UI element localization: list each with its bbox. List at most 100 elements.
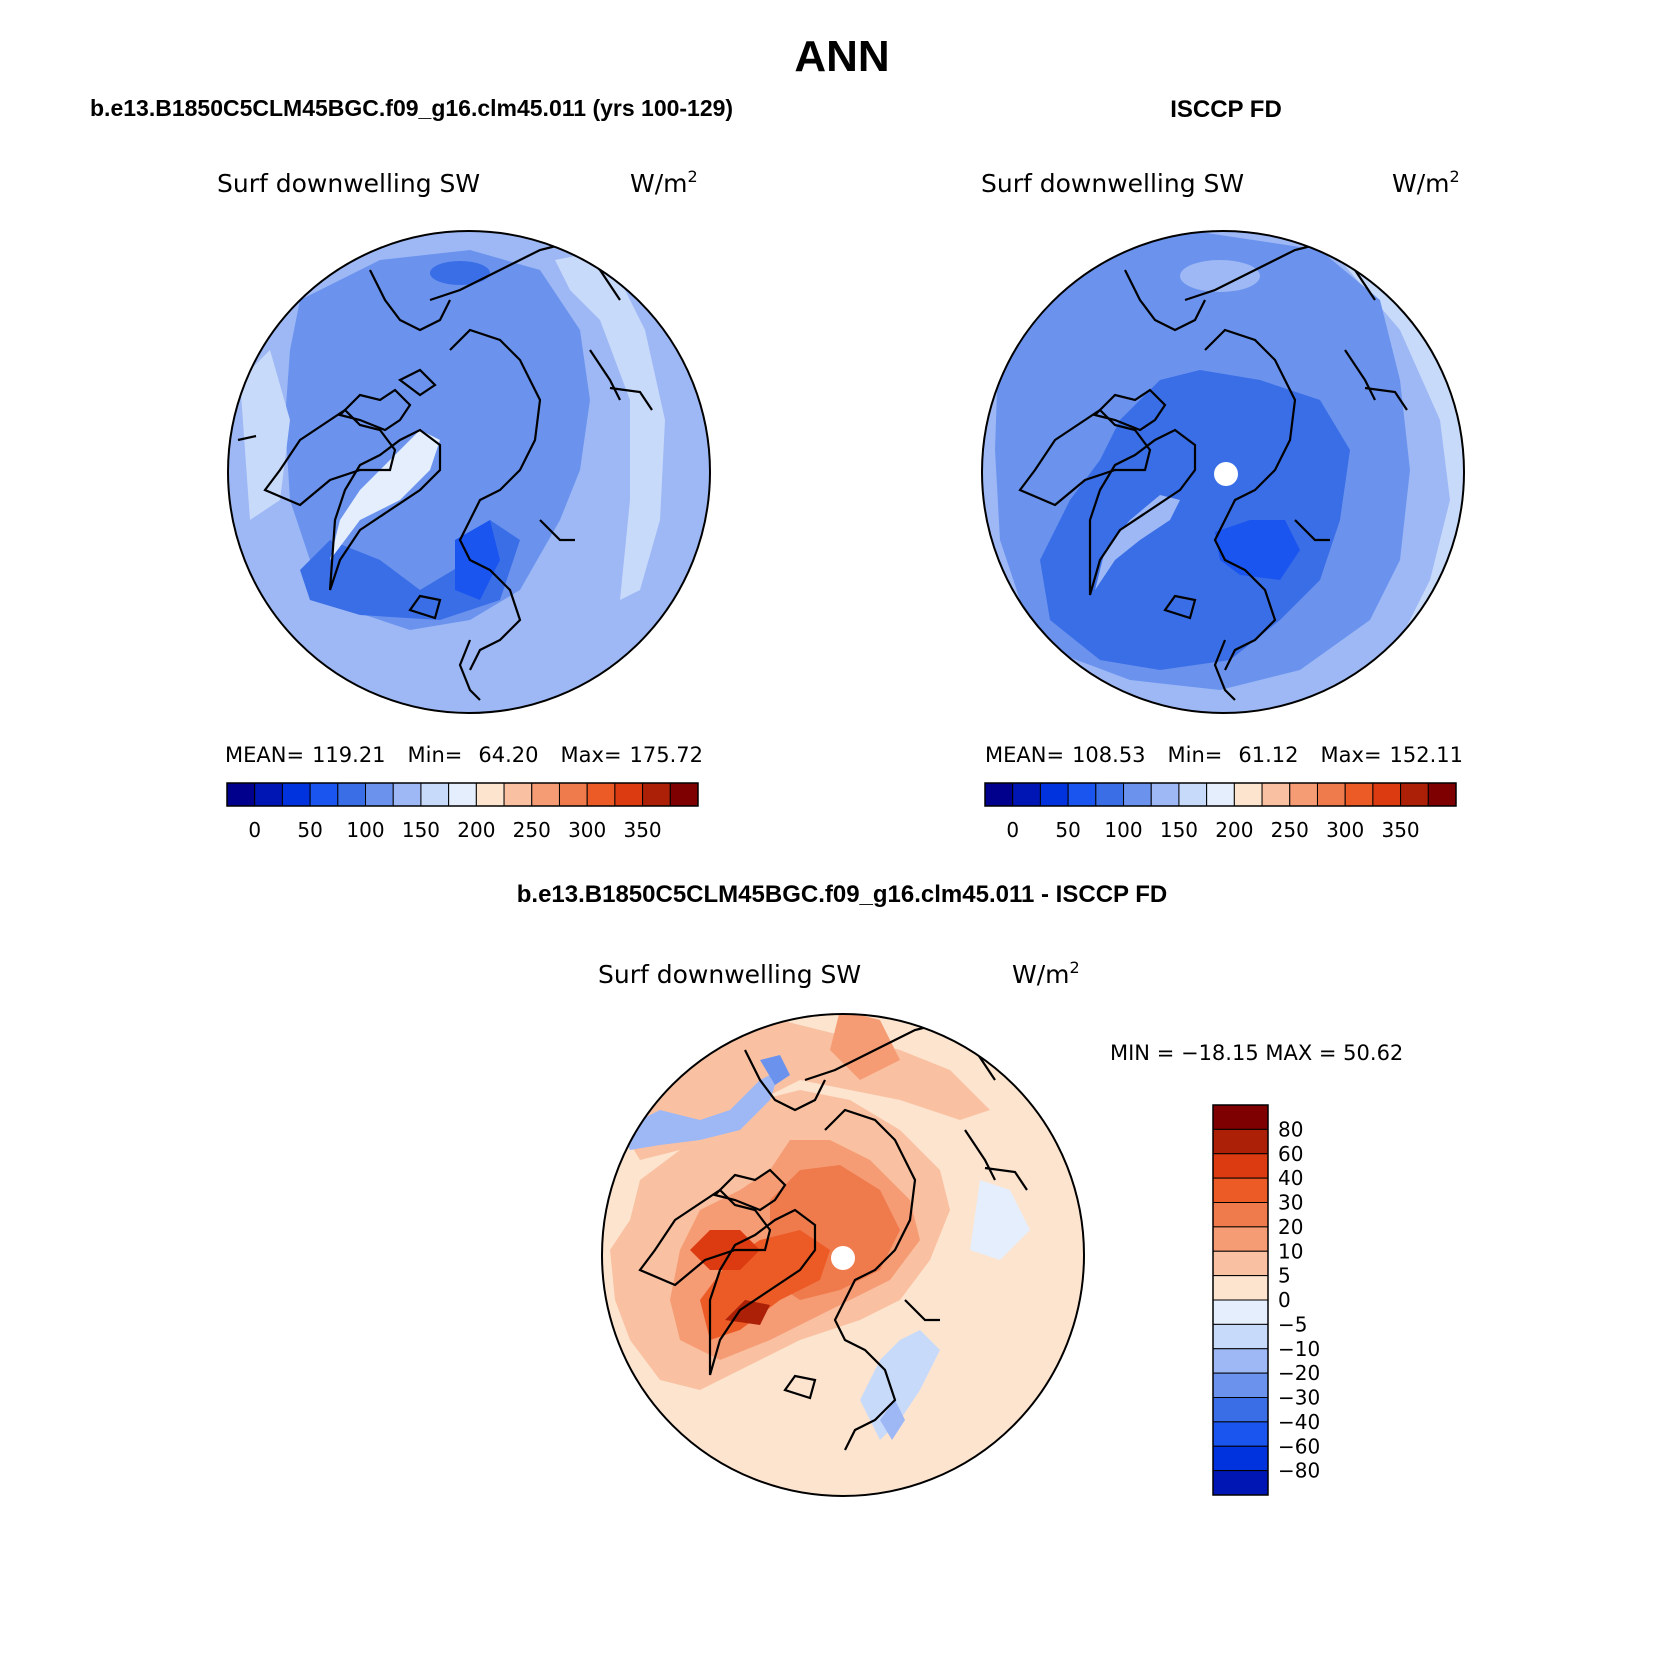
colorbar-tick-label: 0: [248, 818, 261, 842]
page-title: ANN: [794, 32, 889, 81]
colorbar-swatch: [1150, 782, 1180, 807]
colorbar-swatch: [1233, 782, 1263, 807]
colorbar-swatch: [558, 782, 588, 807]
colorbar-swatch: [1212, 1372, 1269, 1398]
colorbar-swatch: [642, 782, 671, 807]
colorbar-swatch: [984, 782, 1014, 807]
field-greenland-high: [330, 430, 440, 560]
colorbar-swatch: [1123, 782, 1152, 807]
panel-difference-colorbar: [1212, 1104, 1269, 1496]
panel-difference-variable: Surf downwelling SW: [598, 960, 861, 989]
colorbar-swatch: [337, 782, 367, 807]
field-cool-north: [620, 1070, 780, 1150]
colorbar-tick-label: 250: [513, 818, 551, 842]
colorbar-tick-label: −5: [1278, 1312, 1307, 1336]
colorbar-swatch: [1178, 782, 1208, 807]
colorbar-tick-label: 100: [346, 818, 384, 842]
colorbar-tick-label: 150: [402, 818, 440, 842]
panel-obs: ISCCP FD Surf downwelling SW W/m2: [981, 96, 1465, 842]
colorbar-swatch: [1212, 1299, 1269, 1325]
field-warm-ne: [830, 1014, 900, 1080]
panel-difference-map: [602, 1014, 1084, 1496]
colorbar-swatch: [1344, 782, 1374, 807]
colorbar-tick-label: −20: [1278, 1361, 1320, 1385]
field-atlantic-low: [300, 520, 520, 620]
field-cool-ne: [1040, 1060, 1080, 1100]
colorbar-swatch: [1212, 1421, 1269, 1447]
colorbar-tick-label: 300: [1326, 818, 1364, 842]
panel-obs-title: ISCCP FD: [1170, 96, 1282, 123]
panel-model-map-border: [227, 230, 711, 714]
colorbar-tick-label: −30: [1278, 1386, 1320, 1410]
colorbar-tick-label: 20: [1278, 1215, 1303, 1239]
colorbar-swatch: [1289, 782, 1318, 807]
panel-model-title: b.e13.B1850C5CLM45BGC.f09_g16.clm45.011 …: [90, 95, 733, 121]
panel-obs-units: W/m2: [1392, 167, 1460, 198]
field-scandinavia-low: [455, 520, 500, 600]
field-edge-high-west: [240, 350, 290, 520]
colorbar-swatch: [1212, 1153, 1269, 1179]
colorbar-tick-label: 30: [1278, 1191, 1303, 1215]
colorbar-frame: [226, 782, 699, 807]
colorbar-tick-label: −40: [1278, 1410, 1320, 1434]
colorbar-swatch: [1212, 1250, 1269, 1277]
colorbar-swatch: [1316, 782, 1346, 807]
colorbar-tick-label: −60: [1278, 1434, 1320, 1458]
colorbar-frame: [1212, 1104, 1269, 1496]
colorbar-swatch: [1212, 1128, 1269, 1155]
colorbar-tick-label: 200: [1215, 818, 1253, 842]
colorbar-swatch: [1212, 1202, 1269, 1228]
panel-obs-colorbar-ticks: 0 50 100 150 200 250 300 350: [1006, 818, 1419, 842]
panel-difference-units: W/m2: [1012, 958, 1080, 989]
panel-difference-title: b.e13.B1850C5CLM45BGC.f09_g16.clm45.011 …: [517, 881, 1168, 908]
colorbar-tick-label: 300: [568, 818, 606, 842]
colorbar-swatch: [1212, 1104, 1269, 1130]
panel-model-colorbar: [226, 782, 699, 807]
colorbar-tick-label: 5: [1278, 1264, 1291, 1288]
colorbar-swatch: [1212, 1470, 1269, 1496]
colorbar-swatch: [365, 782, 394, 807]
colorbar-tick-label: 350: [623, 818, 661, 842]
colorbar-tick-label: 200: [457, 818, 495, 842]
panel-model-map: [228, 231, 710, 713]
colorbar-tick-label: 0: [1278, 1288, 1291, 1312]
panel-difference-map-border: [601, 1013, 1085, 1497]
pole-hole: [831, 1246, 855, 1270]
colorbar-swatch: [281, 782, 311, 807]
colorbar-swatch: [1039, 782, 1069, 807]
field-scandinavia-cool: [860, 1330, 940, 1440]
colorbar-tick-label: −80: [1278, 1459, 1320, 1483]
field-cool-spot: [760, 1055, 790, 1085]
field-blob: [430, 261, 490, 285]
panel-obs-stats: MEAN= 108.53 Min= 61.12 Max= 152.11: [985, 743, 1463, 767]
colorbar-swatch: [1095, 782, 1125, 807]
field-scandinavia-cooler: [880, 1400, 905, 1440]
colorbar-swatch: [392, 782, 422, 807]
colorbar-swatch: [1212, 1348, 1269, 1374]
colorbar-tick-label: 50: [297, 818, 322, 842]
colorbar-swatch: [1212, 1226, 1269, 1252]
panel-difference-stats: MIN = −18.15 MAX = 50.62: [1110, 1041, 1403, 1065]
field-core: [1040, 370, 1350, 670]
colorbar-swatch: [1212, 1445, 1269, 1472]
colorbar-swatch: [1261, 782, 1291, 807]
field-edge-high: [555, 250, 665, 600]
panel-model-colorbar-ticks: 0 50 100 150 200 250 300 350: [248, 818, 661, 842]
coastlines: [1018, 243, 1408, 701]
panel-model: b.e13.B1850C5CLM45BGC.f09_g16.clm45.011 …: [90, 95, 733, 842]
colorbar-swatch: [1212, 1397, 1269, 1423]
field-blob: [1180, 260, 1260, 292]
panel-model-stats: MEAN= 119.21 Min= 64.20 Max= 175.72: [225, 743, 703, 767]
colorbar-tick-label: 250: [1271, 818, 1309, 842]
colorbar-swatch: [254, 782, 283, 807]
colorbar-swatch: [614, 782, 644, 807]
panel-obs-map-border: [981, 230, 1465, 714]
panel-obs-map: [982, 231, 1464, 713]
colorbar-swatch: [531, 782, 560, 807]
panel-obs-variable: Surf downwelling SW: [981, 169, 1244, 198]
colorbar-frame: [984, 782, 1457, 807]
colorbar-swatch: [226, 782, 256, 807]
colorbar-swatch: [1206, 782, 1235, 807]
